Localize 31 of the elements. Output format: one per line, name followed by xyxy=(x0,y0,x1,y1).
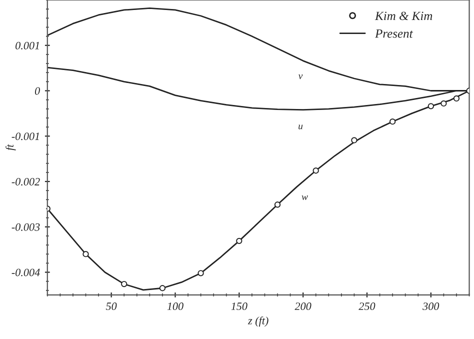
y-tick-label: -0.002 xyxy=(12,178,40,186)
x-tick-label: 250 xyxy=(358,302,376,310)
annotation: u xyxy=(298,124,303,130)
y-axis-title: ft xyxy=(6,144,16,150)
x-tick-label: 150 xyxy=(231,302,248,310)
x-axis-title: z (ft) xyxy=(248,316,268,327)
point xyxy=(428,103,434,110)
annotation: v xyxy=(298,74,303,80)
point xyxy=(82,251,89,258)
point xyxy=(351,137,358,144)
y-tick-label: 0.001 xyxy=(16,42,39,50)
y-tick-label: -0.004 xyxy=(12,268,40,276)
x-tick-label: 200 xyxy=(294,302,312,310)
legend-label: Kim & Kim xyxy=(374,12,432,20)
point xyxy=(198,270,204,276)
y-tick-label: -0.003 xyxy=(12,223,40,231)
annotation: w xyxy=(302,195,308,200)
point xyxy=(236,238,242,244)
x-tick-label: 100 xyxy=(167,302,184,310)
point xyxy=(159,285,166,292)
point xyxy=(440,100,447,107)
point xyxy=(274,202,281,208)
x-tick-label: 300 xyxy=(422,302,440,310)
x-tick-label: 50 xyxy=(106,302,117,310)
point xyxy=(389,118,396,125)
point xyxy=(453,95,460,102)
y-tick-label: -0.001 xyxy=(12,132,39,140)
point xyxy=(312,168,319,174)
y-tick-label: 0 xyxy=(34,87,40,95)
legend-label: Present xyxy=(374,29,414,38)
point xyxy=(121,280,128,288)
